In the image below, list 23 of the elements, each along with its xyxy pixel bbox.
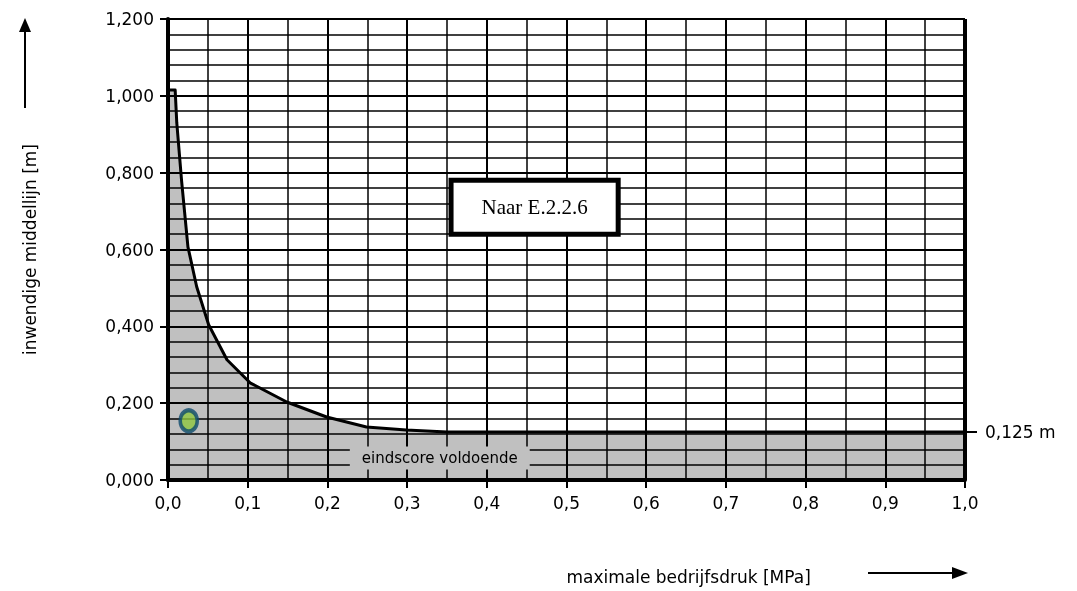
- y-tick-label: 0,600: [105, 239, 154, 260]
- y-tick-label: 1,200: [105, 9, 154, 29]
- y-tick-label: 0,000: [105, 470, 154, 490]
- ref-line-label: 0,125 m: [985, 421, 1056, 442]
- x-axis-title: maximale bedrijfsdruk [MPa]: [566, 566, 811, 587]
- x-tick-label: 0,5: [552, 492, 581, 513]
- y-tick-label: 0,800: [105, 162, 154, 183]
- annotation: eindscore voldoende: [361, 449, 518, 468]
- annotation: Naar E.2.2.6: [481, 195, 588, 220]
- x-tick-label: 0,2: [313, 492, 341, 513]
- x-tick-label: 0,1: [234, 492, 262, 513]
- x-tick-label: 0,4: [473, 492, 501, 513]
- y-tick-label: 0,200: [105, 393, 154, 414]
- x-tick-label: 0,3: [393, 492, 421, 513]
- y-tick-label: 1,000: [105, 85, 154, 106]
- x-tick-label: 1,0: [951, 492, 979, 513]
- x-tick-label: 0,0: [154, 492, 182, 513]
- y-tick-label: 0,400: [105, 316, 154, 337]
- x-tick-label: 0,8: [792, 492, 820, 513]
- y-axis-title: inwendige middellijn [m]: [19, 143, 40, 356]
- x-tick-label: 0,7: [712, 492, 740, 513]
- x-tick-label: 0,6: [632, 492, 660, 513]
- x-tick-label: 0,9: [871, 492, 899, 513]
